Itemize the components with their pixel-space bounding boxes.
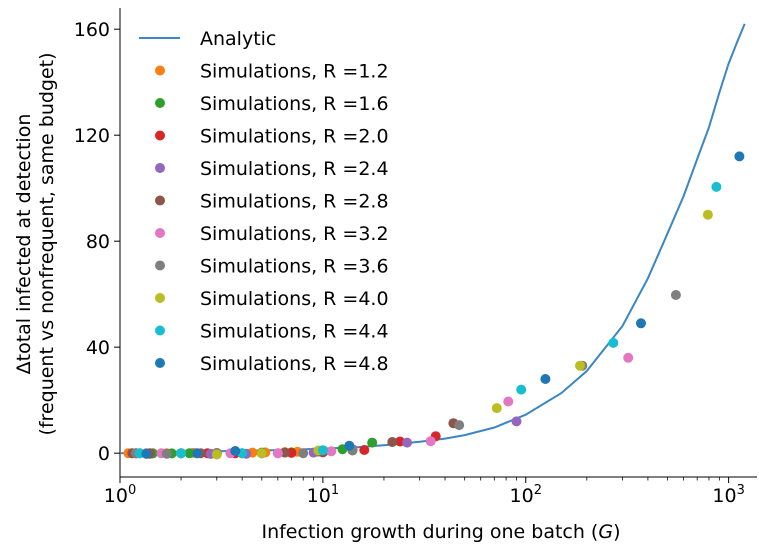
scatter-point <box>141 448 152 459</box>
scatter-point <box>298 448 309 459</box>
axes: 100 101 102 103 0 40 80 120 160 <box>74 8 757 507</box>
scatter-point <box>359 445 370 455</box>
scatter-point <box>711 181 722 192</box>
scatter-point <box>176 448 187 459</box>
scatter-point <box>272 448 283 459</box>
x-axis-label-end: ) <box>613 521 620 543</box>
scatter-point <box>540 374 551 384</box>
x-tick-label: 101 <box>307 483 339 507</box>
x-axis-label: Infection growth during one batch (G) <box>261 521 620 543</box>
x-axis-label-variable: G <box>598 521 613 543</box>
x-axis-label-main: Infection growth during one batch ( <box>261 521 598 543</box>
legend-marker <box>155 358 165 368</box>
scatter-point <box>256 448 267 459</box>
legend-marker <box>155 293 165 303</box>
legend-label: Simulations, R =4.0 <box>200 288 389 310</box>
legend-marker <box>155 130 165 141</box>
axis-labels: Infection growth during one batch (G) Δt… <box>13 52 621 543</box>
scatter-point <box>230 446 241 456</box>
legend-label: Simulations, R =2.0 <box>200 126 389 148</box>
scatter-point <box>454 420 465 431</box>
x-tick-label: 103 <box>712 483 744 507</box>
scatter-point <box>511 416 522 427</box>
scatter-point <box>636 318 646 329</box>
scatter-point <box>702 209 713 220</box>
legend-label: Simulations, R =1.6 <box>200 93 389 115</box>
scatter-point <box>670 290 681 300</box>
legend-marker <box>155 228 165 238</box>
scatter-point <box>367 437 378 448</box>
legend: Analytic Simulations, R =1.2 Simulations, … <box>139 28 389 375</box>
y-tick-label: 80 <box>86 231 110 253</box>
scatter-point <box>608 337 619 348</box>
legend-marker <box>155 195 165 206</box>
series-r-4-8 <box>141 151 745 459</box>
legend-label: Simulations, R =2.4 <box>200 158 389 180</box>
y-tick-label: 40 <box>86 337 110 359</box>
y-tick-label: 120 <box>74 125 110 147</box>
scatter-point <box>575 360 585 371</box>
legend-label: Simulations, R =4.8 <box>200 353 389 375</box>
scatter-point <box>326 446 337 457</box>
y-axis-label-line2: (frequent vs nonfrequent, same budget) <box>36 52 58 435</box>
legend-marker <box>155 98 165 108</box>
scatter-point <box>161 448 172 459</box>
legend-label: Simulations, R =1.2 <box>200 61 389 83</box>
x-tick-label: 100 <box>104 483 136 507</box>
y-tick-label: 0 <box>98 443 110 465</box>
legend-label: Simulations, R =2.8 <box>200 191 389 213</box>
scatter-point <box>192 448 203 459</box>
legend-label: Simulations, R =3.2 <box>200 223 389 245</box>
legend-label: Simulations, R =4.4 <box>200 321 389 343</box>
legend-marker <box>155 163 165 173</box>
y-tick-label: 160 <box>74 19 110 41</box>
legend-label: Simulations, R =3.6 <box>200 256 389 278</box>
scatter-point <box>425 436 436 447</box>
scatter-point <box>344 440 355 451</box>
scatter-point <box>503 396 514 407</box>
legend-marker <box>155 65 165 76</box>
plot-area <box>119 23 746 460</box>
x-tick-label: 102 <box>510 483 542 507</box>
legend-marker <box>155 260 165 271</box>
scatter-point <box>402 437 413 448</box>
scatter-point <box>317 445 328 456</box>
y-axis-label-line1: Δtotal infected at detection <box>13 114 35 375</box>
legend-marker <box>155 325 165 336</box>
scatter-point <box>387 437 398 447</box>
scatter-point <box>623 352 634 363</box>
series-r-4-4 <box>134 181 722 459</box>
legend-label-analytic: Analytic <box>200 28 276 50</box>
scatter-point <box>516 384 527 395</box>
scatter-point <box>211 449 222 460</box>
scatter-point <box>491 403 502 414</box>
scatter-point <box>184 448 195 459</box>
scatter-point <box>734 151 745 162</box>
